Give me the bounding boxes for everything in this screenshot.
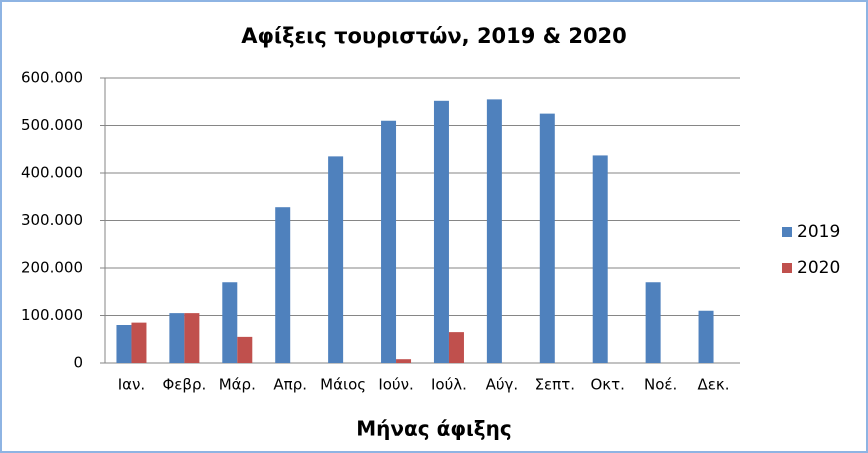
x-tick-label: Αύγ. [486,376,519,394]
bar [275,207,291,363]
bar [448,332,464,363]
x-tick-label: Φεβρ. [162,376,206,394]
bar [698,310,714,363]
x-tick-label: Μάρ. [219,376,256,394]
bar [328,156,344,363]
x-tick-label: Δεκ. [698,376,730,394]
bar [131,322,147,363]
x-tick-label: Νοέ. [644,376,677,394]
x-tick-label: Απρ. [273,376,307,394]
legend-label: 2020 [797,258,840,278]
x-tick-label: Ιαν. [118,376,145,394]
bar [486,99,502,363]
chart-title: Αφίξεις τουριστών, 2019 & 2020 [241,24,627,48]
bar [645,282,661,363]
bar [592,155,608,363]
legend-swatch [782,263,792,273]
x-tick-label: Σεπτ. [535,376,575,394]
y-tick-label: 200.000 [21,259,83,277]
y-tick-label: 300.000 [21,211,83,229]
x-axis-title: Μήνας άφιξης [356,417,511,441]
x-tick-label: Ιούν. [378,376,413,394]
bar [169,313,185,363]
bar [184,313,200,363]
bar [396,359,412,363]
legend-swatch [782,227,792,237]
bar [222,282,238,363]
x-tick-label: Μάιος [320,376,366,394]
legend-label: 2019 [797,222,840,242]
x-tick-label: Οκτ. [590,376,624,394]
y-tick-label: 600.000 [21,69,83,87]
x-tick-label: Ιούλ. [431,376,467,394]
y-tick-label: 500.000 [21,116,83,134]
bar [116,325,132,363]
bar [237,336,253,363]
bar [381,120,397,363]
y-tick-label: 100.000 [21,306,83,324]
y-tick-label: 400.000 [21,164,83,182]
bar [539,113,555,363]
y-tick-label: 0 [73,354,83,372]
bar [433,100,449,364]
